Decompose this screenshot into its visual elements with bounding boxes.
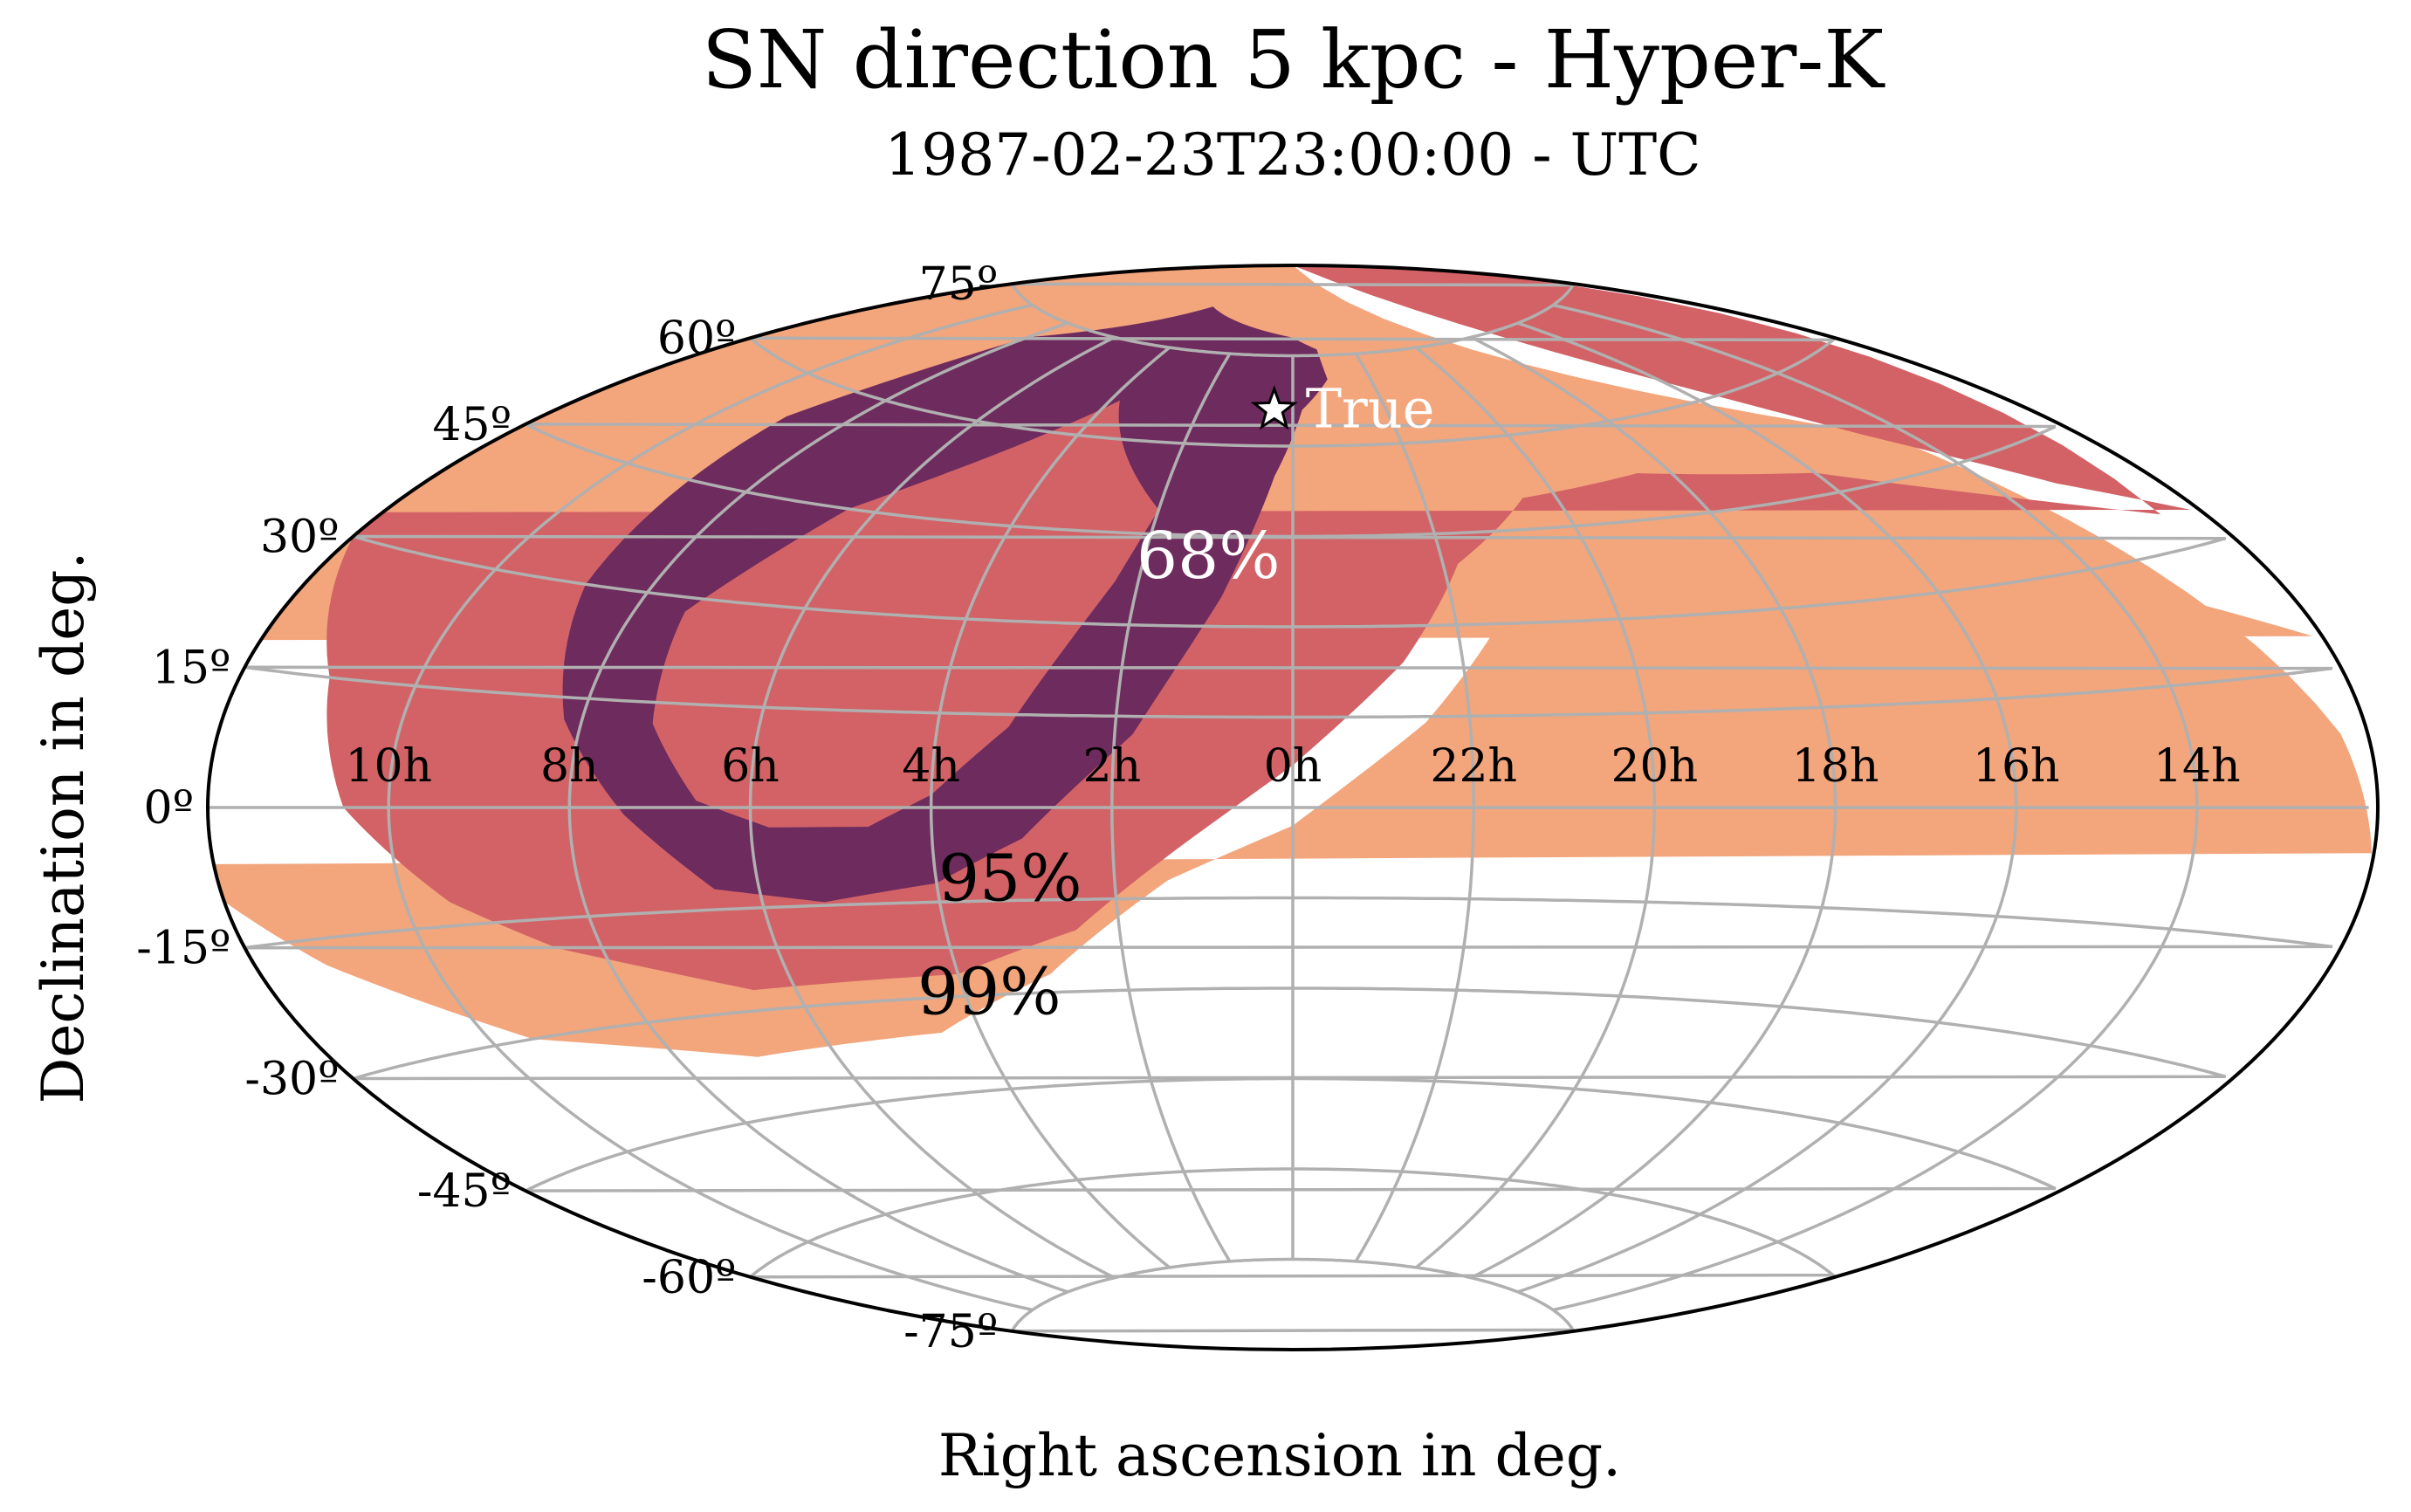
ra-tick-label: 20h <box>1611 740 1698 793</box>
dec-tick-label: 45º <box>432 399 512 451</box>
ra-tick-label: 4h <box>902 740 960 793</box>
ra-gridline <box>1470 335 1837 1280</box>
chart-subtitle: 1987-02-23T23:00:00 - UTC <box>884 121 1700 189</box>
graticule <box>206 282 2369 1333</box>
y-axis-label: Declination in deg. <box>30 552 97 1104</box>
dec-tick-label: 30º <box>260 512 340 564</box>
map-area: 10h 8h 6h 4h 2h 0h 22h 20h 18h 16h 14h 75º 60º 45º 30º… <box>136 258 2380 1358</box>
ra-tick-label: 8h <box>540 740 599 793</box>
ra-gridline <box>387 303 1034 1312</box>
ra-tick-label: 22h <box>1430 740 1517 793</box>
ra-tick-label: 6h <box>721 740 780 793</box>
confidence-label: 68% <box>1137 519 1280 594</box>
confidence-label: 99% <box>917 954 1061 1029</box>
ra-gridline <box>748 335 1116 1280</box>
confidence-region-inner <box>652 400 1159 828</box>
dec-tick-label: -60º <box>642 1252 736 1304</box>
chart-title: SN direction 5 kpc - Hyper-K <box>702 13 1886 107</box>
dec-tick-label: -15º <box>136 923 230 975</box>
ra-tick-label: 2h <box>1083 740 1142 793</box>
dec-tick-label: 15º <box>152 642 231 694</box>
dec-tick-label: -30º <box>244 1054 339 1106</box>
true-position-label: True <box>1306 377 1435 441</box>
ra-gridline <box>929 346 1171 1269</box>
dec-tick-label: -45º <box>417 1165 512 1218</box>
ra-tick-label: 10h <box>345 740 432 793</box>
map-outline <box>206 264 2380 1351</box>
ra-tick-label: 0h <box>1264 740 1322 793</box>
dec-tick-label: 60º <box>657 313 737 365</box>
ra-gridline <box>567 321 1068 1294</box>
ra-tick-label: 14h <box>2153 740 2241 793</box>
ra-gridline <box>1552 303 2199 1312</box>
dec-tick-label: -75º <box>903 1306 998 1358</box>
ra-tick-label: 18h <box>1792 740 1879 793</box>
x-axis-label: Right ascension in deg. <box>938 1422 1621 1489</box>
confidence-label: 95% <box>938 842 1082 917</box>
ra-gridline <box>1110 353 1232 1262</box>
ra-gridline <box>1354 353 1475 1262</box>
ra-tick-label: 16h <box>1973 740 2060 793</box>
dec-tick-label: 0º <box>144 782 195 835</box>
ra-gridline <box>1517 321 2018 1294</box>
ra-gridline <box>1415 346 1657 1269</box>
true-position-star <box>1250 385 1298 430</box>
dec-tick-label: 75º <box>919 258 999 311</box>
